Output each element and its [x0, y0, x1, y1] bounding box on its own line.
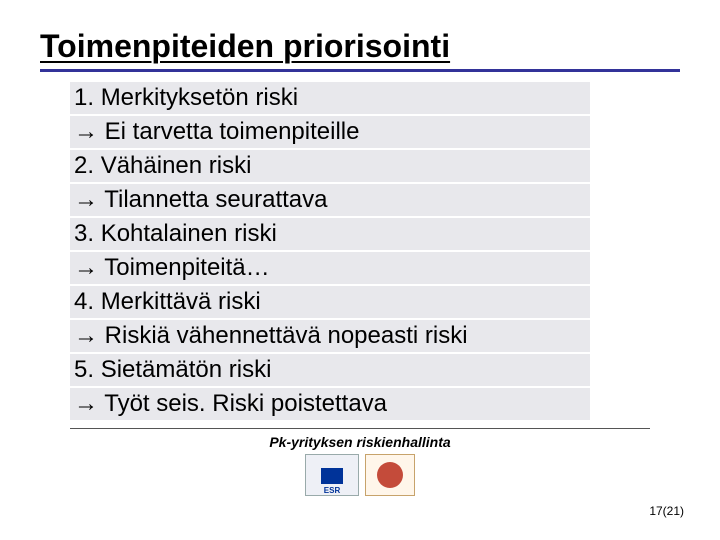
item-number: 5. [74, 356, 94, 383]
item-label: Merkityksetön riski [101, 84, 298, 111]
risk-level-3: 3. Kohtalainen riski [70, 218, 590, 250]
risk-level-5: 5. Sietämätön riski [70, 354, 590, 386]
footer-divider [70, 428, 650, 429]
item-number: 3. [74, 220, 94, 247]
arrow-icon: → [74, 186, 98, 213]
item-action: Ei tarvetta toimenpiteille [105, 118, 360, 145]
risk-action-4: → Riskiä vähennettävä nopeasti riski [70, 320, 590, 352]
item-label: Kohtalainen riski [101, 220, 277, 247]
risk-action-2: → Tilannetta seurattava [70, 184, 590, 216]
eu-flag-icon [321, 468, 343, 484]
risk-action-3: → Toimenpiteitä… [70, 252, 590, 284]
footer-title: Pk-yrityksen riskienhallinta [0, 434, 720, 450]
arrow-icon: → [74, 118, 98, 145]
title-underline-rule [40, 69, 680, 72]
esr-logo: ESR [305, 454, 359, 496]
page-title: Toimenpiteiden priorisointi [40, 28, 680, 65]
item-number: 4. [74, 288, 94, 315]
arrow-icon: → [74, 322, 98, 349]
slide: Toimenpiteiden priorisointi 1. Merkityks… [0, 0, 720, 540]
item-action: Työt seis. Riski poistettava [104, 390, 387, 417]
page-number: 17(21) [649, 504, 684, 518]
item-action: Toimenpiteitä… [104, 254, 269, 281]
item-number: 1. [74, 84, 94, 111]
item-action: Riskiä vähennettävä nopeasti riski [105, 322, 468, 349]
esr-label: ESR [324, 486, 340, 495]
logo-row: ESR [0, 454, 720, 496]
risk-action-5: → Työt seis. Riski poistettava [70, 388, 590, 420]
item-label: Sietämätön riski [101, 356, 272, 383]
item-label: Vähäinen riski [101, 152, 252, 179]
risk-level-1: 1. Merkityksetön riski [70, 82, 590, 114]
item-number: 2. [74, 152, 94, 179]
arrow-icon: → [74, 390, 98, 417]
risk-level-4: 4. Merkittävä riski [70, 286, 590, 318]
item-action: Tilannetta seurattava [104, 186, 327, 213]
risk-action-1: → Ei tarvetta toimenpiteille [70, 116, 590, 148]
risk-level-2: 2. Vähäinen riski [70, 150, 590, 182]
item-label: Merkittävä riski [101, 288, 261, 315]
partner-logo [365, 454, 415, 496]
partner-logo-icon [377, 462, 403, 488]
arrow-icon: → [74, 254, 98, 281]
content-list: 1. Merkityksetön riski → Ei tarvetta toi… [40, 82, 590, 420]
